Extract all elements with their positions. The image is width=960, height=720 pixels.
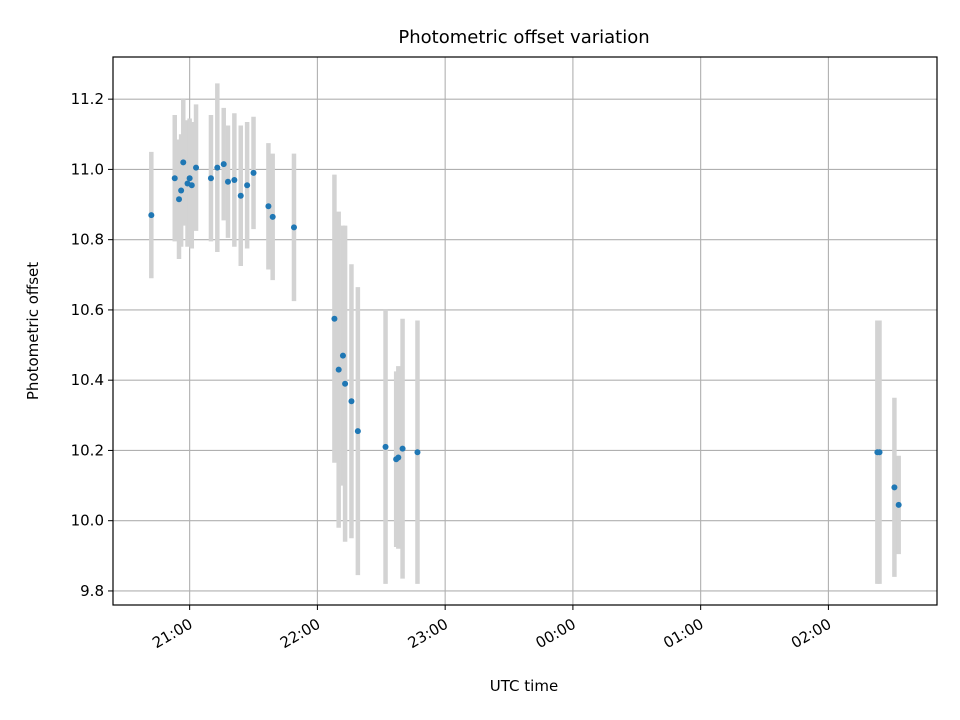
data-points bbox=[148, 159, 902, 508]
y-axis-label: Photometric offset bbox=[24, 262, 42, 400]
data-point bbox=[148, 212, 155, 219]
x-tick-label: 00:00 bbox=[532, 615, 578, 652]
data-point bbox=[876, 449, 883, 456]
data-point bbox=[339, 352, 346, 359]
x-axis: 21:00 22:00 23:00 00:00 01:00 02:00 bbox=[149, 605, 834, 652]
data-point bbox=[354, 428, 361, 435]
data-point bbox=[895, 501, 902, 508]
y-tick-label: 11.2 bbox=[71, 90, 104, 108]
y-tick-label: 10.8 bbox=[71, 231, 104, 249]
data-point bbox=[395, 454, 402, 461]
data-point bbox=[382, 443, 389, 450]
data-point bbox=[250, 169, 257, 176]
y-tick-label: 10.4 bbox=[71, 371, 104, 389]
data-point bbox=[265, 203, 272, 210]
data-point bbox=[269, 213, 276, 220]
data-point bbox=[342, 380, 349, 387]
chart-title: Photometric offset variation bbox=[398, 27, 649, 48]
data-point bbox=[331, 315, 338, 322]
y-tick-label: 10.2 bbox=[71, 441, 104, 459]
data-point bbox=[178, 187, 185, 194]
grid bbox=[113, 57, 937, 605]
x-tick-label: 21:00 bbox=[149, 615, 195, 652]
data-point bbox=[176, 196, 183, 203]
data-point bbox=[237, 192, 244, 199]
data-point bbox=[244, 182, 251, 189]
data-point bbox=[193, 164, 200, 171]
data-point bbox=[207, 175, 214, 182]
x-axis-label: UTC time bbox=[490, 677, 558, 695]
data-point bbox=[220, 161, 227, 168]
errorbars bbox=[149, 83, 901, 584]
data-point bbox=[290, 224, 297, 231]
data-point bbox=[348, 398, 355, 405]
data-point bbox=[186, 175, 193, 182]
x-tick-label: 23:00 bbox=[405, 615, 451, 652]
y-axis: 9.8 10.0 10.2 10.4 10.6 10.8 11.0 11.2 bbox=[71, 90, 113, 600]
x-tick-label: 02:00 bbox=[788, 615, 834, 652]
data-point bbox=[414, 449, 421, 456]
data-point bbox=[231, 176, 238, 183]
data-point bbox=[171, 175, 178, 182]
data-point bbox=[180, 159, 187, 166]
y-tick-label: 11.0 bbox=[71, 160, 104, 178]
x-tick-label: 22:00 bbox=[277, 615, 323, 652]
y-tick-label: 9.8 bbox=[80, 582, 104, 600]
data-point bbox=[188, 182, 195, 189]
y-tick-label: 10.6 bbox=[71, 301, 104, 319]
plot-frame bbox=[112, 56, 938, 606]
data-point bbox=[399, 445, 406, 452]
data-point bbox=[224, 178, 231, 185]
data-point bbox=[891, 484, 898, 491]
data-point bbox=[335, 366, 342, 373]
data-point bbox=[214, 164, 221, 171]
x-tick-label: 01:00 bbox=[660, 615, 706, 652]
y-tick-label: 10.0 bbox=[71, 512, 104, 530]
